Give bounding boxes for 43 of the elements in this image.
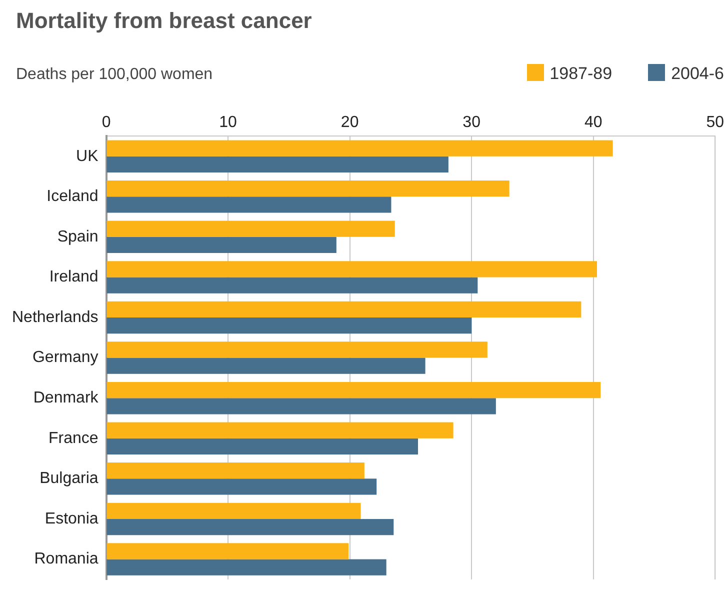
bar — [106, 342, 488, 358]
y-tick-label: Iceland — [46, 188, 98, 206]
bar — [106, 358, 426, 374]
bar — [106, 382, 601, 398]
y-tick-label: France — [48, 430, 98, 447]
bar — [106, 277, 478, 294]
y-tick-label: Ireland — [49, 268, 98, 286]
bar — [106, 156, 448, 172]
bar — [106, 318, 472, 334]
y-tick-label: Romania — [34, 550, 98, 568]
bar — [106, 543, 349, 560]
bar — [106, 478, 377, 495]
bar — [106, 422, 454, 438]
bar — [106, 398, 496, 414]
bar — [106, 301, 582, 318]
bar — [106, 462, 364, 479]
legend-label: 1987-89 — [550, 64, 612, 83]
x-tick-label: 50 — [706, 114, 724, 132]
bar — [106, 261, 597, 278]
x-tick-label: 30 — [462, 114, 481, 132]
x-tick-label: 10 — [219, 114, 238, 132]
y-tick-label: Germany — [32, 349, 98, 366]
x-tick-label: 20 — [340, 114, 359, 132]
chart-title: Mortality from breast cancer — [16, 8, 312, 34]
y-tick-label: Bulgaria — [40, 470, 98, 488]
bar — [106, 502, 361, 519]
bar — [106, 438, 418, 454]
bar — [106, 220, 395, 237]
y-tick-label: UK — [76, 148, 99, 165]
legend-label: 2004-6 — [671, 64, 724, 83]
y-tick-label: Netherlands — [12, 308, 98, 326]
bar — [106, 140, 613, 156]
y-tick-label: Denmark — [33, 389, 100, 406]
bar — [106, 180, 510, 197]
bar — [106, 196, 392, 213]
bar — [106, 236, 336, 254]
y-tick-label: Estonia — [44, 510, 98, 528]
x-tick-label: 40 — [584, 114, 602, 132]
y-tick-label: Spain — [57, 228, 98, 246]
x-tick-label: 0 — [102, 114, 111, 132]
bar — [106, 518, 394, 536]
chart-subtitle: Deaths per 100,000 women — [16, 66, 213, 84]
bar — [106, 559, 386, 576]
